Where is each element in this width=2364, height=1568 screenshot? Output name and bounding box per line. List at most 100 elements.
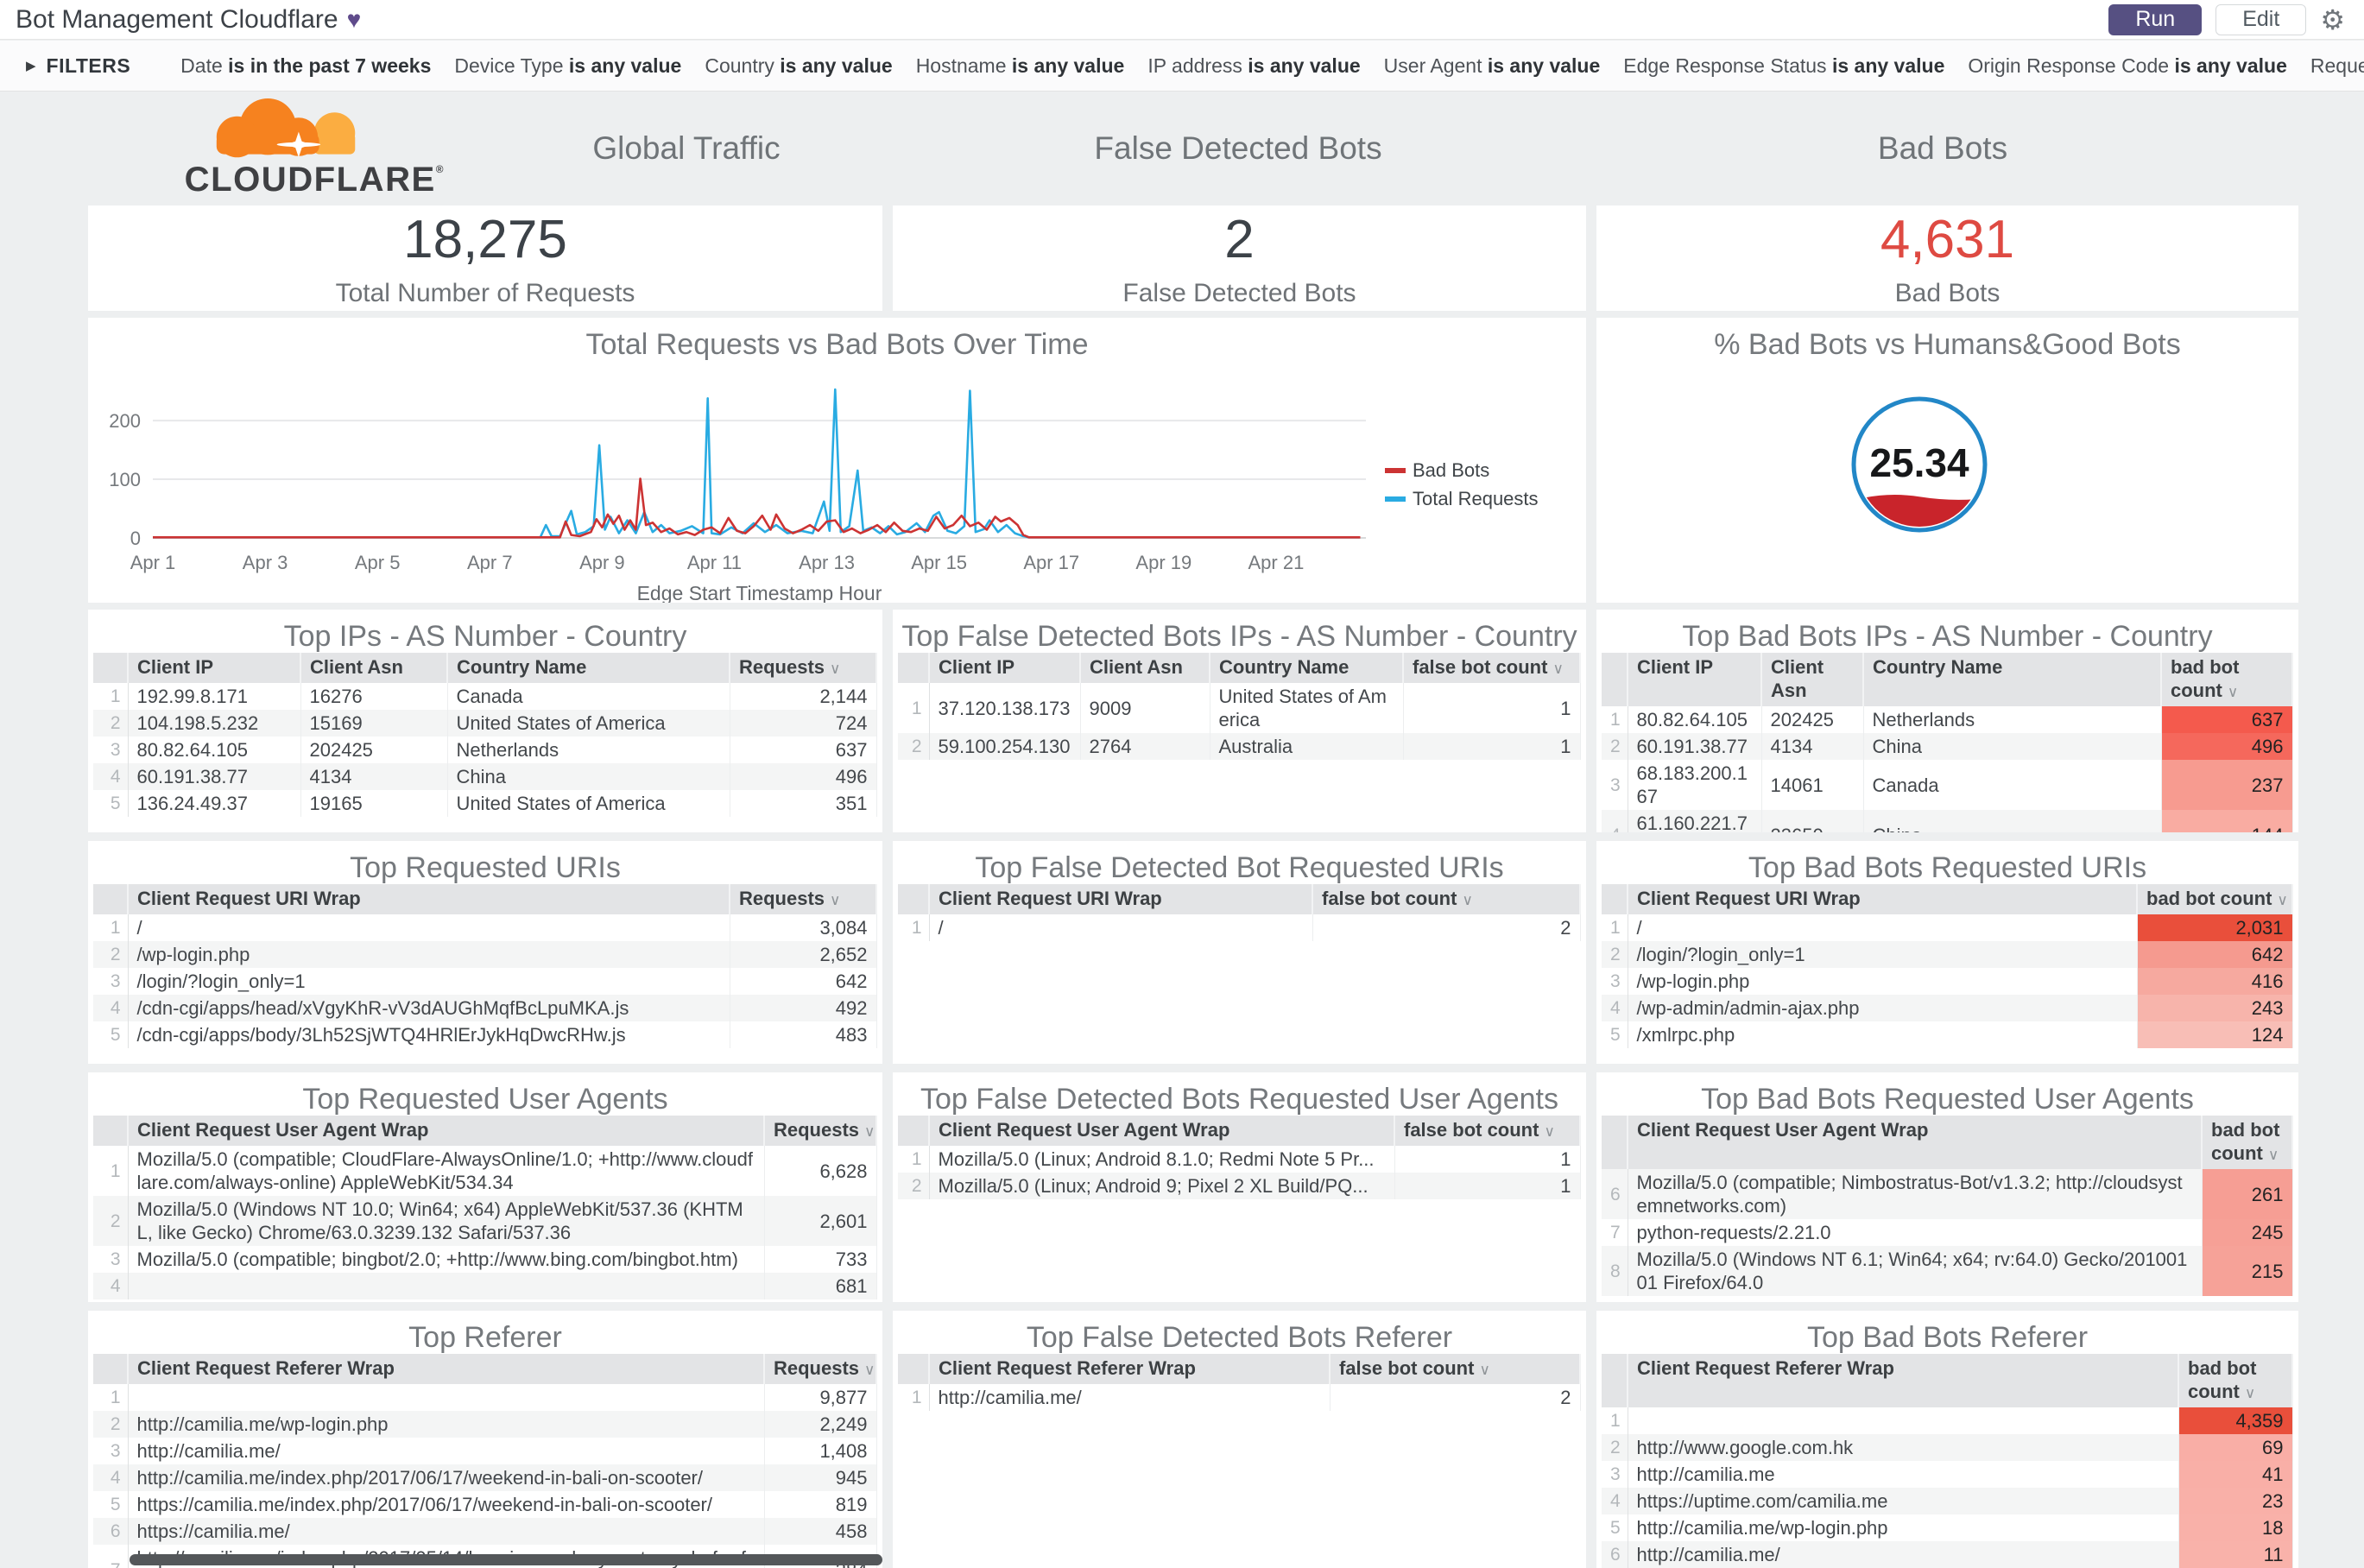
table-cell[interactable]: Netherlands bbox=[447, 737, 730, 763]
filter-item[interactable]: IP address is any value bbox=[1147, 54, 1361, 77]
column-header[interactable]: Client Request Referer Wrap bbox=[128, 1354, 765, 1384]
table-cell[interactable]: /xmlrpc.php bbox=[1628, 1021, 2138, 1048]
table-cell[interactable]: Netherlands bbox=[1863, 706, 2162, 733]
table-cell[interactable]: 351 bbox=[730, 790, 877, 817]
table-cell[interactable]: https://camilia.me/ bbox=[128, 1518, 765, 1545]
table-cell[interactable]: 68.183.200.167 bbox=[1628, 760, 1762, 810]
table-cell[interactable]: 492 bbox=[730, 995, 877, 1021]
table-cell[interactable]: 144 bbox=[2161, 810, 2293, 832]
table-cell[interactable]: 1 bbox=[1403, 733, 1581, 760]
table-cell[interactable]: 483 bbox=[730, 1021, 877, 1048]
legend-item[interactable]: Total Requests bbox=[1385, 488, 1539, 509]
table-cell[interactable]: Canada bbox=[447, 683, 730, 710]
table-cell[interactable]: https://camilia.me/index.php/2017/06/17/… bbox=[128, 1491, 765, 1518]
run-button[interactable]: Run bbox=[2108, 3, 2203, 35]
table-cell[interactable]: /cdn-cgi/apps/body/3Lh52SjWTQ4HRlErJykHq… bbox=[128, 1021, 730, 1048]
table-cell[interactable]: http://camilia.me/wp-login.php bbox=[128, 1411, 765, 1438]
table-cell[interactable]: /wp-admin/admin-ajax.php bbox=[1628, 995, 2138, 1021]
filter-item[interactable]: Date is in the past 7 weeks bbox=[180, 54, 432, 77]
table-cell[interactable]: /cdn-cgi/apps/head/xVgyKhR-vV3dAUGhMqfBc… bbox=[128, 995, 730, 1021]
table-cell[interactable]: 945 bbox=[764, 1464, 877, 1491]
table-cell[interactable]: 104.198.5.232 bbox=[128, 710, 301, 737]
table-cell[interactable]: 245 bbox=[2202, 1219, 2293, 1246]
table-cell[interactable]: 41 bbox=[2178, 1461, 2293, 1488]
table-cell[interactable]: /wp-login.php bbox=[128, 941, 730, 968]
table-cell[interactable]: Mozilla/5.0 (Windows NT 10.0; Win64; x64… bbox=[128, 1196, 765, 1246]
table-cell[interactable]: 9009 bbox=[1080, 683, 1210, 733]
table-cell[interactable]: 4134 bbox=[1761, 733, 1864, 760]
column-header[interactable]: bad bot count ∨ bbox=[2137, 884, 2293, 914]
table-cell[interactable]: 637 bbox=[730, 737, 877, 763]
column-header[interactable]: Client Request User Agent Wrap bbox=[929, 1116, 1395, 1146]
column-header[interactable]: Client IP bbox=[1628, 653, 1762, 706]
table-cell[interactable]: 1 bbox=[1403, 683, 1581, 733]
table-cell[interactable]: 2 bbox=[1330, 1384, 1581, 1411]
column-header[interactable]: Client Request User Agent Wrap bbox=[128, 1116, 765, 1146]
filter-item[interactable]: Request URI is any value bbox=[2310, 54, 2364, 77]
table-cell[interactable]: 458 bbox=[764, 1518, 877, 1545]
column-header[interactable]: Requests ∨ bbox=[764, 1354, 877, 1384]
filter-item[interactable]: Origin Response Code is any value bbox=[1968, 54, 2287, 77]
table-cell[interactable]: 6,628 bbox=[764, 1146, 877, 1196]
table-cell[interactable]: 637 bbox=[2161, 706, 2293, 733]
column-header[interactable]: false bot count ∨ bbox=[1330, 1354, 1581, 1384]
table-cell[interactable]: python-requests/2.21.0 bbox=[1628, 1219, 2203, 1246]
table-cell[interactable]: 642 bbox=[2137, 941, 2293, 968]
table-cell[interactable]: / bbox=[128, 914, 730, 941]
table-cell[interactable]: 202425 bbox=[1761, 706, 1864, 733]
table-cell[interactable]: /login/?login_only=1 bbox=[128, 968, 730, 995]
horizontal-scrollbar-thumb[interactable] bbox=[130, 1554, 882, 1565]
table-cell[interactable]: 9,877 bbox=[764, 1384, 877, 1411]
column-header[interactable]: Country Name bbox=[447, 653, 730, 683]
filter-item[interactable]: Hostname is any value bbox=[915, 54, 1125, 77]
gear-icon[interactable]: ⚙ bbox=[2320, 3, 2345, 35]
table-cell[interactable]: China bbox=[1863, 810, 2162, 832]
table-cell[interactable] bbox=[128, 1384, 765, 1411]
table-cell[interactable]: 192.99.8.171 bbox=[128, 683, 301, 710]
table-cell[interactable]: 23 bbox=[2178, 1488, 2293, 1514]
table-cell[interactable] bbox=[1628, 1407, 2179, 1434]
table-cell[interactable]: 2,031 bbox=[2137, 914, 2293, 941]
table-cell[interactable]: 61.160.221.73 bbox=[1628, 810, 1762, 832]
table-cell[interactable]: http://camilia.me bbox=[1628, 1461, 2179, 1488]
table-cell[interactable]: 243 bbox=[2137, 995, 2293, 1021]
column-header[interactable]: bad bot count ∨ bbox=[2178, 1354, 2293, 1407]
column-header[interactable]: bad bot count ∨ bbox=[2161, 653, 2293, 706]
table-cell[interactable]: China bbox=[1863, 733, 2162, 760]
table-cell[interactable]: 18 bbox=[2178, 1514, 2293, 1541]
table-cell[interactable]: 19165 bbox=[300, 790, 448, 817]
table-cell[interactable]: 16276 bbox=[300, 683, 448, 710]
table-cell[interactable]: / bbox=[929, 914, 1313, 941]
table-cell[interactable]: 733 bbox=[764, 1246, 877, 1273]
table-cell[interactable]: 237 bbox=[2161, 760, 2293, 810]
table-cell[interactable]: Mozilla/5.0 (Windows NT 6.1; Win64; x64;… bbox=[1628, 1246, 2203, 1296]
table-cell[interactable]: China bbox=[447, 763, 730, 790]
column-header[interactable]: Requests ∨ bbox=[730, 653, 877, 683]
table-cell[interactable] bbox=[128, 1273, 765, 1299]
table-cell[interactable]: Mozilla/5.0 (compatible; Nimbostratus-Bo… bbox=[1628, 1169, 2203, 1219]
table-cell[interactable]: 80.82.64.105 bbox=[1628, 706, 1762, 733]
filters-toggle[interactable]: ▶ FILTERS bbox=[26, 54, 130, 78]
table-cell[interactable]: 136.24.49.37 bbox=[128, 790, 301, 817]
table-cell[interactable]: Australia bbox=[1210, 733, 1404, 760]
table-cell[interactable]: 3,084 bbox=[730, 914, 877, 941]
column-header[interactable]: Client Request URI Wrap bbox=[128, 884, 730, 914]
table-cell[interactable]: http://www.google.com.hk bbox=[1628, 1434, 2179, 1461]
filter-item[interactable]: Country is any value bbox=[705, 54, 893, 77]
table-cell[interactable]: http://camilia.me/wp-login.php bbox=[1628, 1514, 2179, 1541]
table-cell[interactable]: Canada bbox=[1863, 760, 2162, 810]
table-cell[interactable]: 496 bbox=[2161, 733, 2293, 760]
column-header[interactable]: Client Asn bbox=[300, 653, 448, 683]
table-cell[interactable]: United States of America bbox=[447, 710, 730, 737]
table-cell[interactable]: 2 bbox=[1312, 914, 1581, 941]
column-header[interactable]: bad bot count ∨ bbox=[2202, 1116, 2293, 1169]
column-header[interactable]: Requests ∨ bbox=[730, 884, 877, 914]
table-cell[interactable]: 642 bbox=[730, 968, 877, 995]
legend-item[interactable]: Bad Bots bbox=[1385, 459, 1489, 481]
table-cell[interactable]: 1 bbox=[1394, 1173, 1581, 1199]
table-cell[interactable]: 681 bbox=[764, 1273, 877, 1299]
column-header[interactable]: Country Name bbox=[1210, 653, 1404, 683]
column-header[interactable]: Client Request Referer Wrap bbox=[929, 1354, 1331, 1384]
column-header[interactable]: Client Request Referer Wrap bbox=[1628, 1354, 2179, 1407]
column-header[interactable]: Client IP bbox=[929, 653, 1081, 683]
